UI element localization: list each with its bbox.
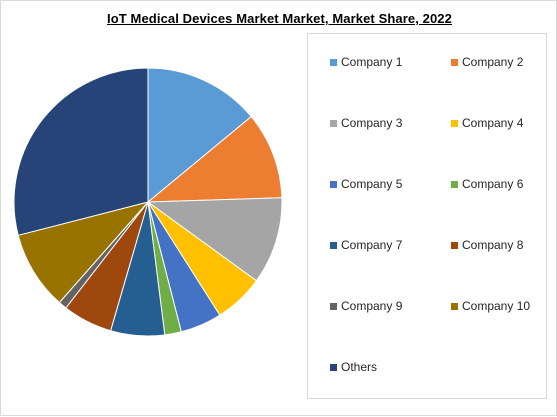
legend-swatch	[330, 58, 337, 66]
legend-item-8: Company 8	[451, 237, 523, 253]
legend-item-4: Company 4	[451, 115, 523, 131]
legend-item-1: Company 1	[330, 54, 402, 70]
legend-swatch	[451, 241, 458, 249]
legend-label: Company 8	[462, 238, 524, 252]
legend-swatch	[330, 363, 337, 371]
legend-item-5: Company 5	[330, 176, 402, 192]
legend-swatch	[451, 302, 458, 310]
legend-label: Others	[341, 360, 378, 374]
legend-item-10: Company 10	[451, 298, 530, 314]
legend-item-11: Others	[330, 359, 377, 375]
legend-swatch	[451, 58, 458, 66]
legend-swatch	[330, 241, 337, 249]
legend-swatch	[330, 302, 337, 310]
pie-slice-1	[147, 67, 252, 204]
legend-label: Company 9	[341, 299, 403, 313]
legend-label: Company 5	[341, 177, 403, 191]
legend: Company 1 Company 2 Company 3 Company 4 Comp…	[307, 33, 547, 399]
legend-item-2: Company 2	[451, 54, 523, 70]
pie-slice-11	[13, 67, 149, 236]
legend-label: Company 2	[462, 55, 524, 69]
legend-label: Company 1	[341, 55, 403, 69]
legend-item-7: Company 7	[330, 237, 402, 253]
legend-label: Company 10	[462, 299, 531, 313]
legend-label: Company 7	[341, 238, 403, 252]
pie-slice-2	[146, 115, 283, 203]
legend-label: Company 4	[462, 116, 524, 130]
legend-item-9: Company 9	[330, 298, 402, 314]
legend-swatch	[451, 180, 458, 188]
legend-swatch	[451, 119, 458, 127]
legend-swatch	[330, 180, 337, 188]
legend-item-3: Company 3	[330, 115, 402, 131]
legend-label: Company 3	[341, 116, 403, 130]
legend-label: Company 6	[462, 177, 524, 191]
legend-swatch	[330, 119, 337, 127]
legend-item-6: Company 6	[451, 176, 523, 192]
pie-slice-3	[146, 197, 283, 282]
chart-title: IoT Medical Devices Market Market, Marke…	[107, 11, 452, 26]
